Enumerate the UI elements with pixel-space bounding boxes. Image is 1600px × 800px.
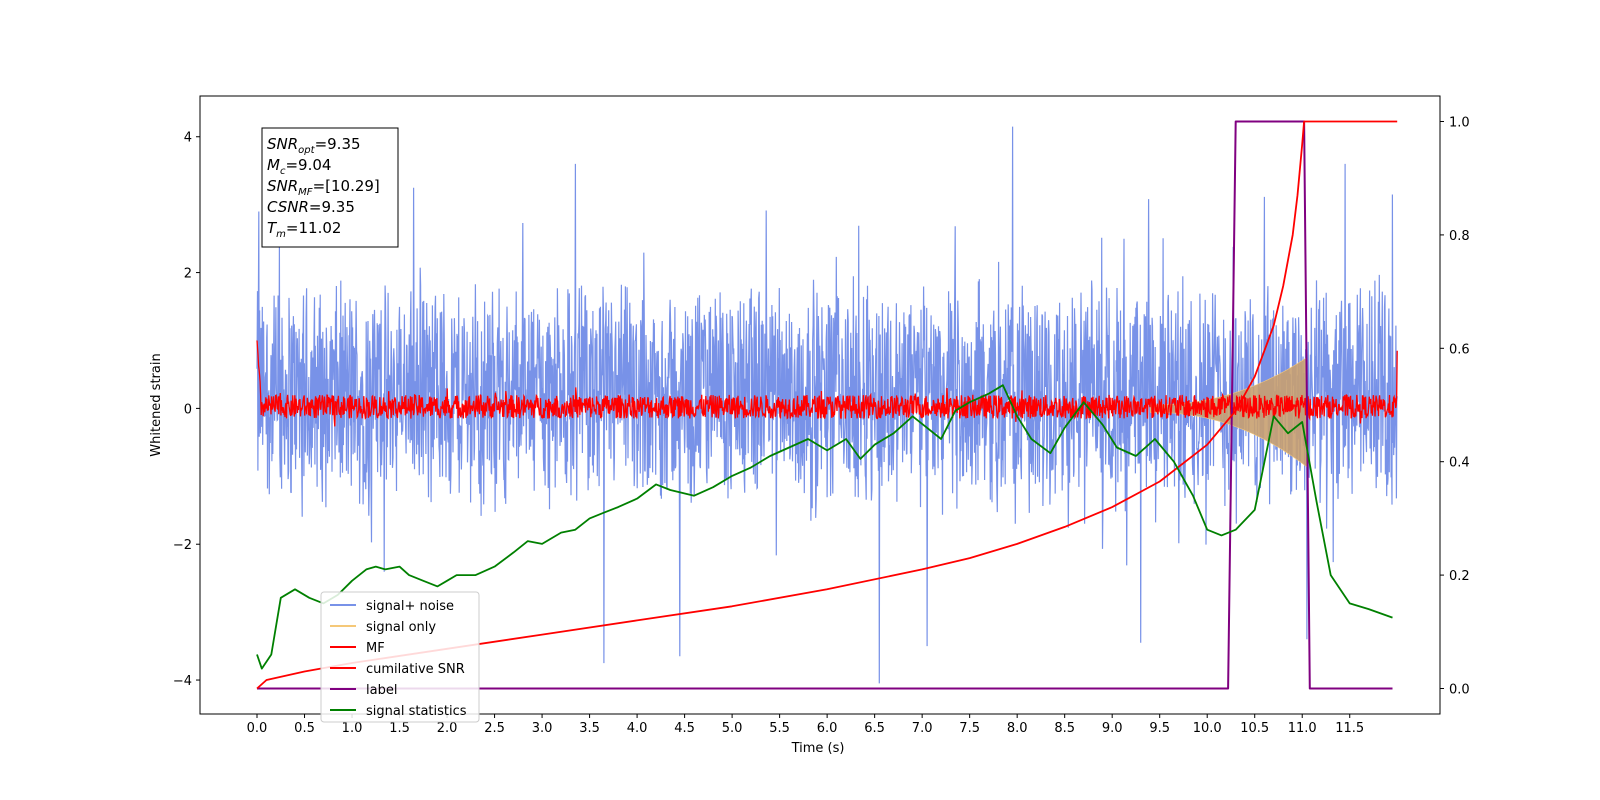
annotation-line: CSNR=9.35 <box>267 198 355 216</box>
y-tick-label: 4 <box>184 131 192 146</box>
x-tick-label: 6.0 <box>817 721 838 736</box>
x-tick-label: 7.0 <box>912 721 933 736</box>
x-tick-label: 5.0 <box>722 721 743 736</box>
legend-label: signal only <box>366 620 436 635</box>
y2-tick-label: 0.8 <box>1449 229 1470 244</box>
legend-label: cumilative SNR <box>366 662 465 677</box>
annotation-box: SNRopt=9.35Mc=9.04SNRMF=[10.29]CSNR=9.35… <box>261 127 399 248</box>
x-tick-label: 0.0 <box>247 721 268 736</box>
y-tick-label: −2 <box>173 538 192 553</box>
x-tick-label: 9.0 <box>1102 721 1123 736</box>
y-tick-label: 2 <box>184 267 192 282</box>
x-axis-label: Time (s) <box>791 741 845 756</box>
annotation-line: Mc=9.04 <box>267 156 331 177</box>
y2-tick-label: 1.0 <box>1449 116 1470 131</box>
legend-label: signal+ noise <box>366 599 454 614</box>
x-tick-label: 0.5 <box>294 721 315 736</box>
x-tick-label: 9.5 <box>1149 721 1170 736</box>
x-tick-label: 10.5 <box>1240 721 1269 736</box>
annotation-line: Tm=11.02 <box>267 219 341 240</box>
series-signal-statistics-line <box>256 384 1393 670</box>
x-tick-label: 11.0 <box>1288 721 1317 736</box>
legend-label: label <box>366 683 397 698</box>
legend-label: signal statistics <box>366 704 467 719</box>
x-tick-label: 4.0 <box>627 721 648 736</box>
legend: signal+ noise signal only MF cumilative SNR… <box>320 591 480 723</box>
x-tick-label: 5.5 <box>769 721 790 736</box>
x-tick-label: 1.0 <box>342 721 363 736</box>
annotation-line: SNRMF=[10.29] <box>267 177 380 198</box>
x-tick-label: 8.5 <box>1054 721 1075 736</box>
x-tick-label: 3.5 <box>579 721 600 736</box>
y2-axis-ticks: 0.0 0.2 0.4 0.6 0.8 1.0 <box>1440 116 1470 697</box>
series-label-line <box>257 120 1393 690</box>
y2-tick-label: 0.2 <box>1449 569 1470 584</box>
legend-frame <box>320 591 480 723</box>
x-tick-label: 2.5 <box>484 721 505 736</box>
x-tick-label: 2.0 <box>437 721 458 736</box>
plot-data-layer <box>256 120 1398 690</box>
x-tick-label: 7.5 <box>959 721 980 736</box>
series-signal-noise-line <box>256 126 1398 684</box>
x-tick-label: 6.5 <box>864 721 885 736</box>
y-tick-label: −4 <box>173 674 192 689</box>
x-tick-label: 8.0 <box>1007 721 1028 736</box>
annotation-frame <box>261 127 399 248</box>
plot-frame <box>199 95 1441 715</box>
y2-tick-label: 0.0 <box>1449 682 1470 697</box>
x-tick-label: 1.5 <box>389 721 410 736</box>
series-mf-line <box>256 340 1398 427</box>
x-axis-ticks: 0.0 0.5 1.0 1.5 2.0 2.5 3.0 3.5 4.0 4.5 5.0 5.5 6.0 6… <box>247 714 1364 736</box>
y2-tick-label: 0.6 <box>1449 342 1470 357</box>
x-tick-label: 10.0 <box>1193 721 1222 736</box>
y-axis-label: Whitened strain <box>149 353 164 456</box>
x-tick-label: 11.5 <box>1335 721 1364 736</box>
y2-tick-label: 0.4 <box>1449 456 1470 471</box>
annotation-line: SNRopt=9.35 <box>267 135 361 156</box>
y-axis-ticks: −4 −2 0 2 4 <box>173 131 200 689</box>
y-tick-label: 0 <box>184 402 192 417</box>
x-tick-label: 4.5 <box>674 721 695 736</box>
x-tick-label: 3.0 <box>532 721 553 736</box>
legend-label: MF <box>366 641 385 656</box>
